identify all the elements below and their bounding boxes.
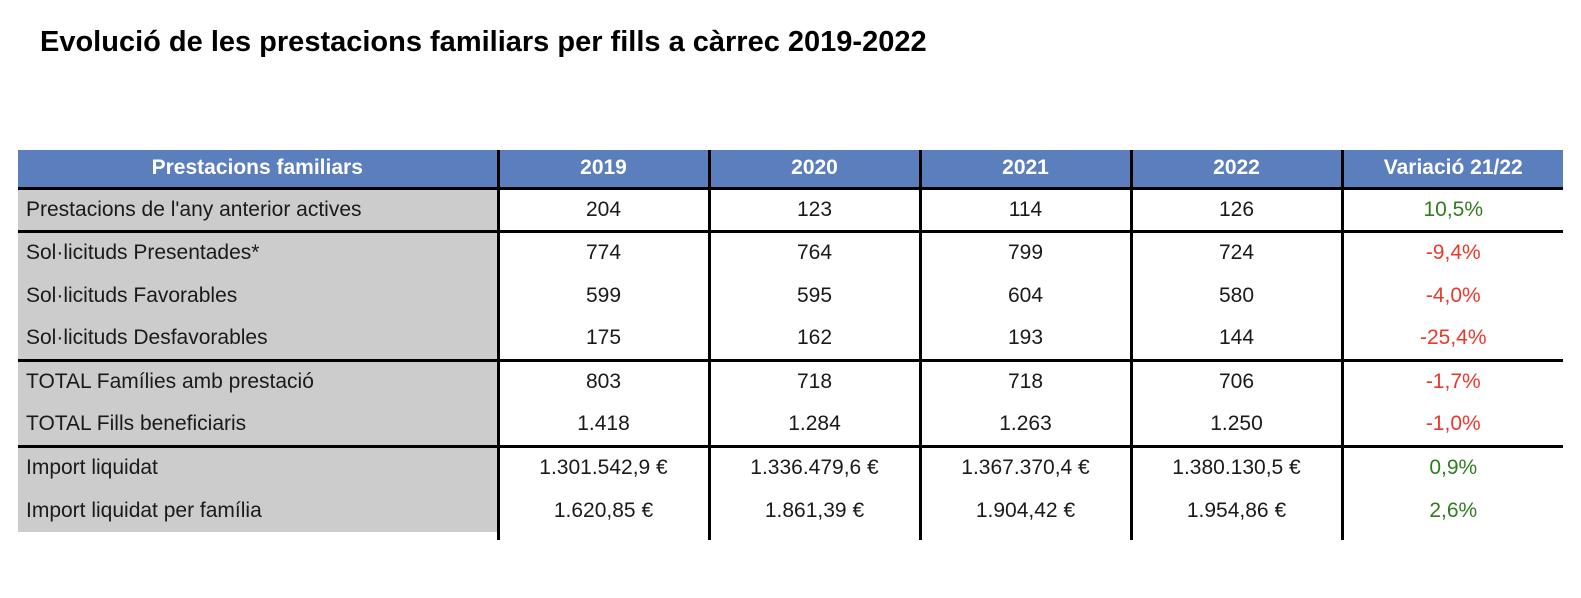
variation-cell: 10,5% — [1340, 188, 1563, 233]
table-row: Import liquidat 1.301.542,9 € 1.336.479,… — [18, 446, 1563, 489]
column-header-label: Prestacions familiars — [18, 150, 498, 190]
variation-cell: 0,9% — [1340, 446, 1563, 489]
table-row: Sol·licituds Favorables 599 595 604 580 … — [18, 274, 1563, 317]
value-cell: 1.861,39 € — [707, 489, 920, 532]
page-title: Evolució de les prestacions familiars pe… — [40, 26, 927, 58]
value-cell: 162 — [707, 317, 920, 362]
variation-cell: -1,7% — [1340, 360, 1563, 403]
value-cell: 718 — [707, 360, 920, 403]
column-header-2022: 2022 — [1129, 150, 1342, 190]
table-row: Import liquidat per família 1.620,85 € 1… — [18, 489, 1563, 532]
value-cell: 803 — [496, 360, 709, 403]
value-cell: 580 — [1129, 274, 1342, 317]
row-label: Prestacions de l'any anterior actives — [18, 188, 498, 233]
value-cell: 1.904,42 € — [918, 489, 1131, 532]
column-header-2020: 2020 — [707, 150, 920, 190]
value-cell: 1.620,85 € — [496, 489, 709, 532]
table-header-row: Prestacions familiars 2019 2020 2021 202… — [18, 150, 1563, 190]
value-cell: 706 — [1129, 360, 1342, 403]
value-cell: 595 — [707, 274, 920, 317]
value-cell: 175 — [496, 317, 709, 362]
column-header-2021: 2021 — [918, 150, 1131, 190]
value-cell: 604 — [918, 274, 1131, 317]
value-cell: 114 — [918, 188, 1131, 233]
row-label: Sol·licituds Desfavorables — [18, 317, 498, 362]
table-row: TOTAL Fills beneficiaris 1.418 1.284 1.2… — [18, 403, 1563, 448]
value-cell: 144 — [1129, 317, 1342, 362]
row-label: Import liquidat — [18, 446, 498, 489]
value-cell: 774 — [496, 231, 709, 274]
variation-cell: -9,4% — [1340, 231, 1563, 274]
value-cell: 1.250 — [1129, 403, 1342, 448]
value-cell: 1.336.479,6 € — [707, 446, 920, 489]
benefits-table: Prestacions familiars 2019 2020 2021 202… — [18, 150, 1563, 540]
variation-cell: -1,0% — [1340, 403, 1563, 448]
value-cell: 1.954,86 € — [1129, 489, 1342, 532]
value-cell: 1.284 — [707, 403, 920, 448]
value-cell: 1.263 — [918, 403, 1131, 448]
grid-line-tail — [18, 532, 1563, 540]
value-cell: 724 — [1129, 231, 1342, 274]
value-cell: 799 — [918, 231, 1131, 274]
value-cell: 123 — [707, 188, 920, 233]
column-header-variation: Variació 21/22 — [1340, 150, 1563, 190]
row-label: TOTAL Fills beneficiaris — [18, 403, 498, 448]
row-label: Import liquidat per família — [18, 489, 498, 532]
row-label: TOTAL Famílies amb prestació — [18, 360, 498, 403]
variation-cell: -4,0% — [1340, 274, 1563, 317]
value-cell: 1.380.130,5 € — [1129, 446, 1342, 489]
column-header-2019: 2019 — [496, 150, 709, 190]
value-cell: 1.418 — [496, 403, 709, 448]
value-cell: 599 — [496, 274, 709, 317]
value-cell: 1.301.542,9 € — [496, 446, 709, 489]
table-row: Prestacions de l'any anterior actives 20… — [18, 188, 1563, 233]
value-cell: 204 — [496, 188, 709, 233]
value-cell: 764 — [707, 231, 920, 274]
table-row: Sol·licituds Presentades* 774 764 799 72… — [18, 231, 1563, 274]
table-row: Sol·licituds Desfavorables 175 162 193 1… — [18, 317, 1563, 362]
row-label: Sol·licituds Favorables — [18, 274, 498, 317]
variation-cell: 2,6% — [1340, 489, 1563, 532]
value-cell: 126 — [1129, 188, 1342, 233]
row-label: Sol·licituds Presentades* — [18, 231, 498, 274]
value-cell: 1.367.370,4 € — [918, 446, 1131, 489]
table-row: TOTAL Famílies amb prestació 803 718 718… — [18, 360, 1563, 403]
variation-cell: -25,4% — [1340, 317, 1563, 362]
value-cell: 718 — [918, 360, 1131, 403]
value-cell: 193 — [918, 317, 1131, 362]
